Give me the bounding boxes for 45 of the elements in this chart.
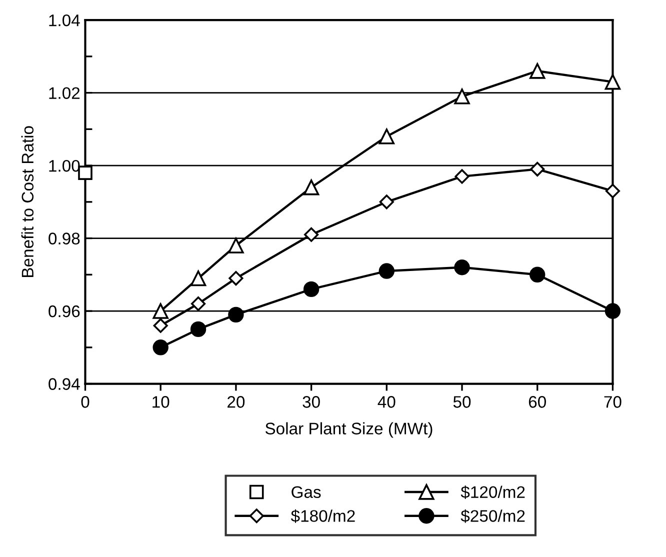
point	[303, 281, 320, 298]
legend-label: $180/m2	[290, 509, 355, 523]
point	[604, 74, 621, 90]
x-tick-label: 50	[453, 396, 471, 408]
x-tick-label: 0	[81, 396, 90, 408]
point	[78, 166, 92, 180]
x-tick-label: 30	[302, 396, 320, 408]
x-tick-label: 10	[152, 396, 170, 408]
point	[228, 306, 244, 323]
point	[378, 263, 395, 279]
legend-label: $250/m2	[460, 509, 525, 523]
y-tick-label: 0.96	[48, 305, 80, 318]
legend-label: Gas	[292, 486, 321, 498]
y-axis-title: Benefit to Cost Ratio	[21, 126, 34, 277]
x-tick-label: 40	[378, 396, 396, 408]
y-tick-label: 0.94	[48, 378, 80, 390]
point	[304, 227, 319, 242]
point	[378, 128, 395, 144]
legend-label: $120/m2	[460, 486, 525, 499]
x-axis-title: Solar Plant Size (MWt)	[265, 422, 432, 438]
point	[228, 271, 244, 286]
y-tick-label: 1.02	[49, 87, 80, 99]
point	[228, 238, 244, 254]
point	[530, 63, 546, 79]
point	[153, 318, 168, 333]
x-tick-label: 70	[604, 396, 622, 408]
x-tick-label: 20	[228, 396, 245, 408]
point	[190, 296, 206, 312]
point	[152, 340, 168, 356]
y-tick-label: 0.98	[48, 232, 80, 244]
point	[454, 169, 470, 184]
point	[530, 266, 546, 283]
point	[604, 303, 621, 319]
point	[190, 270, 206, 286]
y-tick-label: 1.00	[49, 160, 80, 172]
x-tick-label: 60	[528, 396, 546, 408]
point	[605, 184, 620, 198]
point	[190, 321, 206, 338]
point	[303, 180, 320, 196]
point	[454, 88, 470, 104]
point	[530, 162, 545, 176]
point	[152, 303, 168, 319]
y-tick-label: 1.04	[49, 14, 80, 26]
point	[379, 194, 394, 210]
point	[454, 260, 470, 276]
